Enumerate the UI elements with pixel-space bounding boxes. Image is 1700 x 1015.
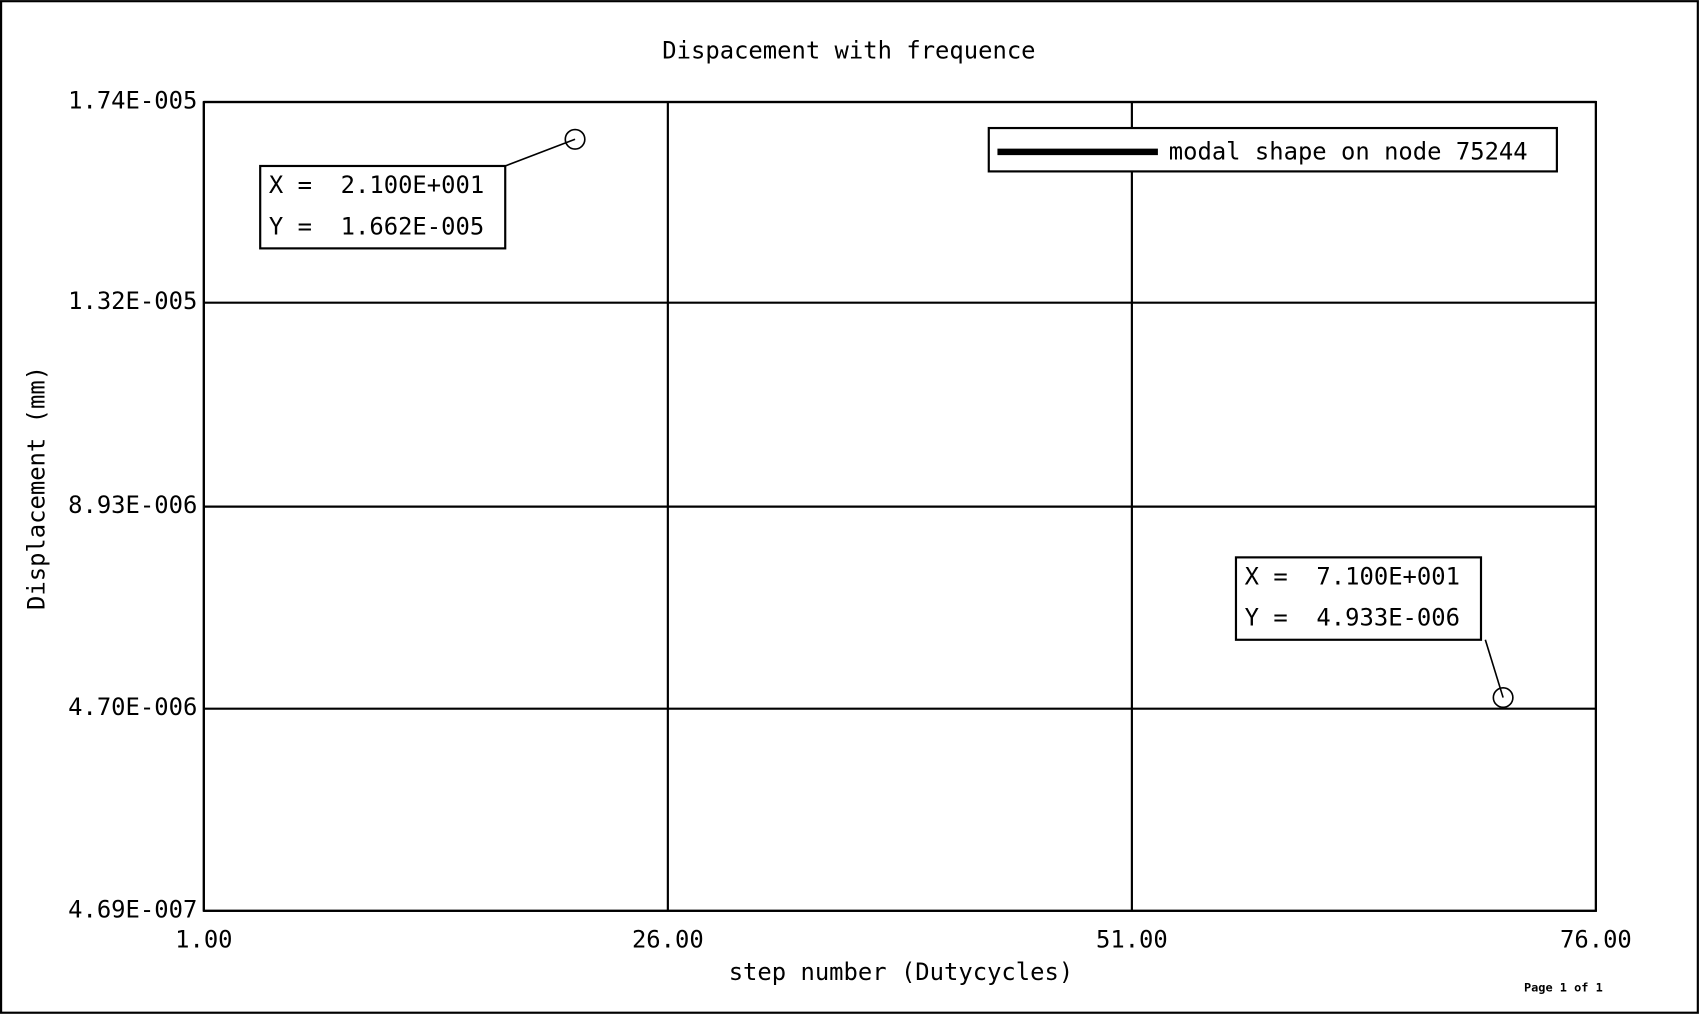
annotation-box (259, 164, 507, 250)
y-axis-label: Displacement (mm) (22, 366, 50, 610)
y-tick-label: 4.70E-006 (68, 693, 197, 721)
annotation-x: X = 7.100E+001 (1245, 562, 1460, 590)
annotation-y: Y = 1.662E-005 (269, 212, 484, 240)
x-tick-label: 76.00 (1560, 926, 1632, 954)
x-tick-label: 51.00 (1096, 926, 1168, 954)
y-tick-label: 4.69E-007 (68, 895, 197, 923)
x-tick-label: 26.00 (632, 926, 704, 954)
annotation-x: X = 2.100E+001 (269, 171, 484, 199)
x-tick-label: 1.00 (175, 926, 232, 954)
annotation-point (564, 128, 586, 150)
footer: Page 1 of 1 (1524, 980, 1603, 994)
x-axis-label: step number (Dutycycles) (729, 958, 1074, 986)
y-tick-label: 8.93E-006 (68, 491, 197, 519)
y-tick-label: 1.74E-005 (68, 87, 197, 115)
chart-title: Dispacement with frequence (662, 37, 1035, 65)
y-tick-label: 1.32E-005 (68, 287, 197, 315)
annotation-point (1492, 686, 1514, 709)
annotation-box (1234, 556, 1483, 641)
annotation-leader (504, 138, 576, 167)
annotation-y: Y = 4.933E-006 (1245, 604, 1460, 632)
legend-label: modal shape on node 75244 (1169, 137, 1528, 165)
